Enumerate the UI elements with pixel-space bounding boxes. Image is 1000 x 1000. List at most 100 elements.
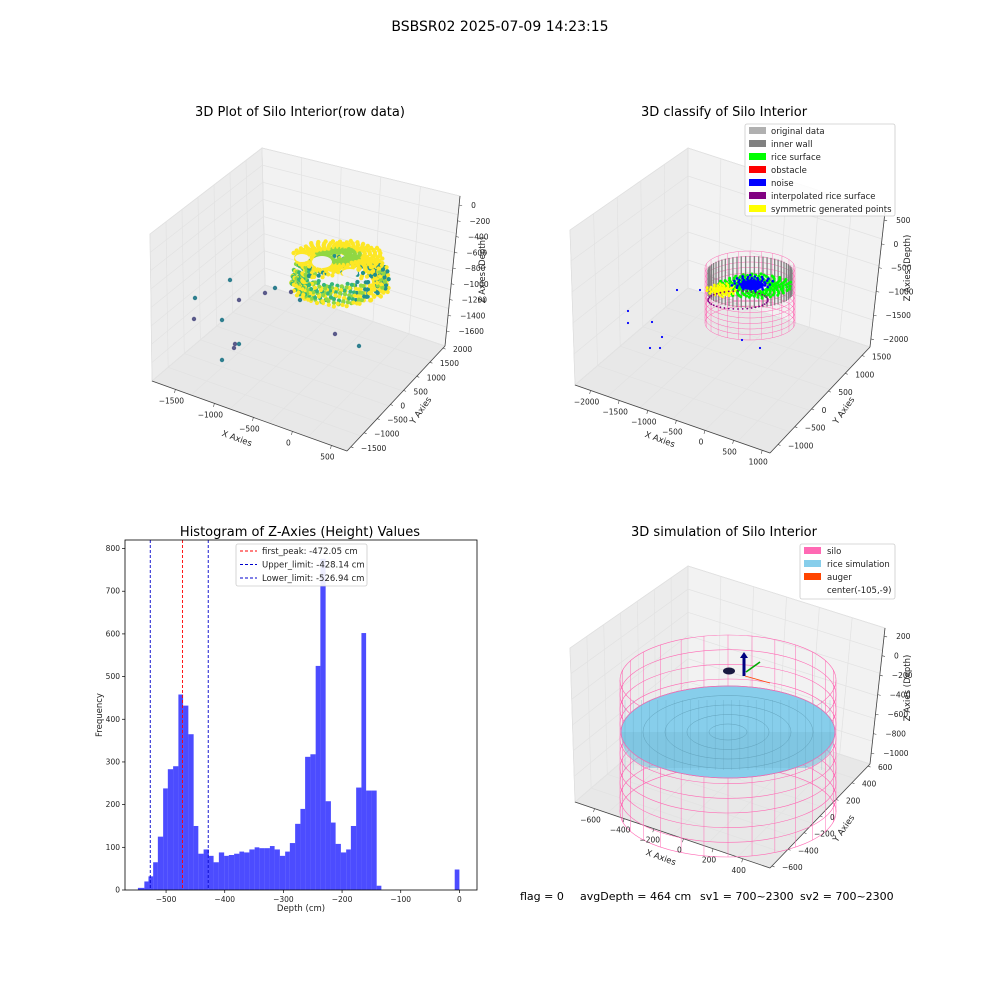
histogram-plot-frame — [124, 539, 478, 891]
data-point — [384, 265, 389, 270]
noise-point — [767, 277, 770, 281]
classify-points — [626, 250, 796, 350]
interpolated-point — [750, 307, 753, 309]
simulation-x-label: X Axies — [644, 848, 677, 868]
simulation-x-ticks: −600 −400 −200 0 200 400 — [580, 808, 747, 875]
noise-outlier — [648, 346, 652, 350]
data-point — [288, 289, 294, 295]
tick-mark — [870, 338, 874, 340]
y-gridline — [593, 213, 598, 366]
tick-label: −1000 — [883, 749, 909, 758]
z-axis-line — [869, 627, 886, 765]
tick-mark — [871, 752, 875, 755]
raw-data-y-label: Y Axies — [408, 395, 435, 427]
histogram-bar — [366, 790, 372, 890]
data-point — [337, 294, 342, 299]
data-point — [219, 357, 225, 363]
interpolated-point — [712, 293, 715, 296]
histogram-bar — [224, 855, 229, 890]
data-point — [379, 282, 384, 287]
tick-label: 0 — [699, 437, 704, 446]
classify-plot-title: 3D classify of Silo Interior — [641, 105, 808, 120]
histogram-legend: first_peak: -472.05 cm Upper_limit: -428.… — [235, 543, 368, 587]
data-point — [358, 283, 364, 288]
noise-point — [733, 282, 736, 285]
tick-label: 500 — [838, 388, 853, 397]
tick-label: 500 — [320, 452, 335, 461]
tick-mark — [652, 828, 655, 833]
tick-mark — [448, 314, 452, 317]
noise-point — [771, 279, 775, 283]
sv2-status: sv2 = 700~2300 — [800, 890, 894, 903]
symmetric-point — [709, 285, 713, 289]
raw-data-z-ticks: 0 −200 −400 −600 −800 −1000 −1200 −1400 −1600 — [446, 201, 491, 336]
interpolated-point — [737, 308, 739, 310]
z-gridline — [570, 175, 883, 262]
tick-mark — [879, 674, 883, 677]
data-point — [386, 277, 391, 282]
data-point — [316, 273, 321, 278]
noise-outlier — [626, 321, 630, 325]
data-point — [316, 239, 321, 245]
legend-label: Upper_limit: -428.14 cm — [262, 561, 365, 571]
tick-label: 1000 — [855, 370, 874, 379]
y-gridline — [616, 197, 621, 347]
rice-surface-point — [763, 292, 767, 296]
tick-mark — [350, 446, 354, 449]
data-point — [359, 276, 364, 281]
data-point — [344, 304, 349, 309]
legend-label: symmetric generated points — [771, 205, 892, 215]
rice-surface-point — [738, 275, 742, 279]
tick-mark — [881, 243, 885, 245]
data-point — [291, 250, 296, 256]
avg-depth-status: avgDepth = 464 cm — [580, 890, 691, 903]
noise-point — [749, 273, 752, 277]
histogram-bar — [300, 808, 306, 890]
tick-label: −500 — [239, 424, 260, 433]
legend-swatch — [804, 560, 821, 567]
data-point — [332, 331, 338, 337]
histogram-bar — [305, 756, 311, 890]
interpolated-point — [754, 306, 757, 309]
tick-label: −2000 — [574, 397, 600, 406]
histogram-bar — [371, 790, 377, 890]
tick-label: 400 — [732, 866, 747, 875]
y-gridline — [665, 307, 851, 369]
rice-surface-point — [781, 284, 785, 288]
noise-point — [761, 288, 764, 291]
legend-swatch — [749, 153, 766, 160]
y-gridline — [248, 298, 432, 362]
histogram-bar — [274, 849, 280, 890]
legend-swatch — [804, 547, 821, 554]
interpolated-point — [754, 291, 757, 294]
tick-label: 400 — [862, 780, 877, 789]
tick-mark — [451, 283, 455, 285]
tick-mark — [777, 444, 781, 446]
tick-mark — [787, 849, 791, 851]
data-point — [320, 299, 325, 304]
data-point — [352, 290, 357, 295]
histogram-bar — [340, 852, 347, 890]
data-point — [219, 317, 225, 323]
histogram-bar — [157, 836, 164, 890]
interpolated-point — [766, 297, 769, 300]
rice-surface-point — [785, 289, 789, 292]
data-point — [362, 294, 367, 299]
tick-label: −200 — [470, 217, 491, 226]
interpolated-point — [737, 290, 739, 292]
data-point — [309, 287, 314, 292]
legend-swatch — [749, 179, 766, 186]
histogram-bar — [264, 848, 270, 890]
data-point — [368, 298, 373, 303]
noise-point — [735, 277, 739, 280]
x-tick-label: −400 — [214, 895, 235, 904]
rice-surface-point — [781, 291, 785, 295]
tick-mark — [861, 355, 865, 357]
noise-point — [763, 281, 766, 284]
y-gridline — [607, 773, 799, 839]
z-gridline — [569, 565, 886, 649]
tick-mark — [876, 291, 880, 293]
interpolated-point — [761, 304, 764, 307]
legend-frame — [235, 543, 368, 587]
